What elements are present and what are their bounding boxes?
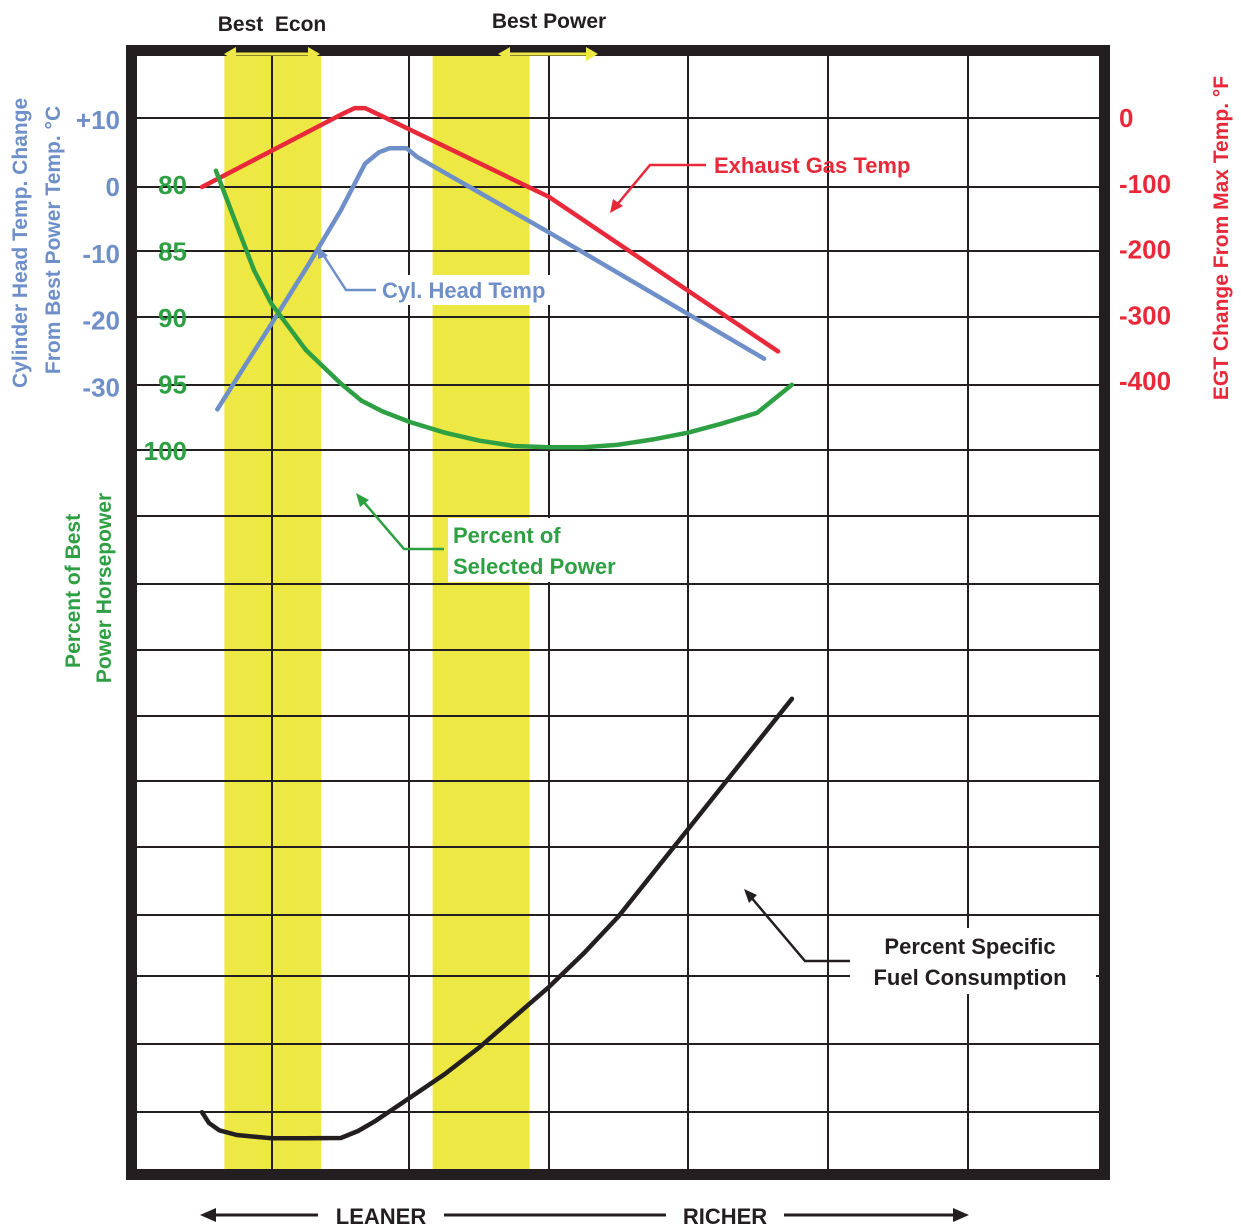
cht-leader-line [320,252,376,292]
data-series [199,105,795,1141]
egt-tick-label: -200 [1119,235,1171,265]
cht-callout: Cyl. Head Temp [318,246,576,305]
cht-line [215,146,767,412]
callouts: Exhaust Gas Temp Cyl. Head Temp Percent … [318,153,1096,994]
power-tick-label: 100 [144,436,187,466]
bsfc-leader-line [749,895,850,963]
bsfc-leader-arrowhead [744,889,757,903]
power-axis-title-line1: Percent of Best [62,514,85,668]
power-axis-title: Percent of Best Power Horsepower [62,493,116,683]
power-axis-title-line2: Power Horsepower [93,493,116,683]
mixture-direction-indicator: LEANER RICHER [200,1204,969,1229]
egt-tick-label: -300 [1119,300,1171,330]
power-tick-label: 85 [158,237,187,267]
band-labels: Best Econ Best Power [218,10,606,61]
bsfc-callout-line2: Fuel Consumption [873,965,1066,990]
leaner-arrowhead [200,1208,216,1222]
egt-leader-line [615,163,706,207]
leaner-label: LEANER [336,1204,427,1229]
cht-callout-bg [378,275,576,305]
power-leader-arrowhead [356,493,369,507]
best-power-width-arrow [498,47,598,61]
cht-axis-title-line2: From Best Power Temp. °C [42,106,65,374]
bsfc-callout-bg [850,928,1096,994]
bsfc-line [199,696,795,1141]
power-tick-label: 95 [158,370,187,400]
egt-tick-label: -100 [1119,169,1171,199]
egt-callout: Exhaust Gas Temp [610,153,910,213]
cht-tick-label: -20 [82,306,120,336]
egt-callout-text: Exhaust Gas Temp [714,153,910,178]
richer-label: RICHER [683,1204,767,1229]
cht-leader-arrowhead [318,246,328,259]
cht-axis-title-line1: Cylinder Head Temp. Change [9,98,32,388]
best-econ-label: Best Econ [218,13,327,36]
egt-tick-label: -400 [1119,366,1171,396]
best-econ-width-arrow [224,47,320,61]
optimal-mixture-bands [224,56,530,1169]
axis-tick-labels: +100-10-20-300-100-200-300-4001009590858… [76,103,1171,466]
cht-tick-label: -10 [82,239,120,269]
cht-tick-label: 0 [106,172,120,202]
band-1 [432,56,530,1169]
power-leader-line [361,499,444,551]
best-power-label: Best Power [492,10,606,33]
power-callout-line1: Percent of [453,523,561,548]
power-tick-label: 80 [158,170,187,200]
plot-frame [126,45,1110,1180]
power-callout-bg [448,518,650,582]
egt-leader-arrowhead [610,199,623,213]
power-callout-line2: Selected Power [453,554,616,579]
cht-tick-label: +10 [76,105,120,135]
egt-tick-label: 0 [1119,103,1133,133]
bsfc-callout-line1: Percent Specific [884,934,1055,959]
cht-axis-title: Cylinder Head Temp. Change From Best Pow… [9,92,65,388]
egt-axis-title: EGT Change From Max Temp. °F [1210,76,1233,400]
power-callout: Percent of Selected Power [356,493,650,582]
cht-tick-label: -30 [82,372,120,402]
richer-arrowhead [953,1208,969,1222]
cht-callout-text: Cyl. Head Temp [382,278,545,303]
bsfc-callout: Percent Specific Fuel Consumption [744,889,1096,994]
power-line [213,168,795,450]
egt-line [199,105,781,354]
power-tick-label: 90 [158,303,187,333]
